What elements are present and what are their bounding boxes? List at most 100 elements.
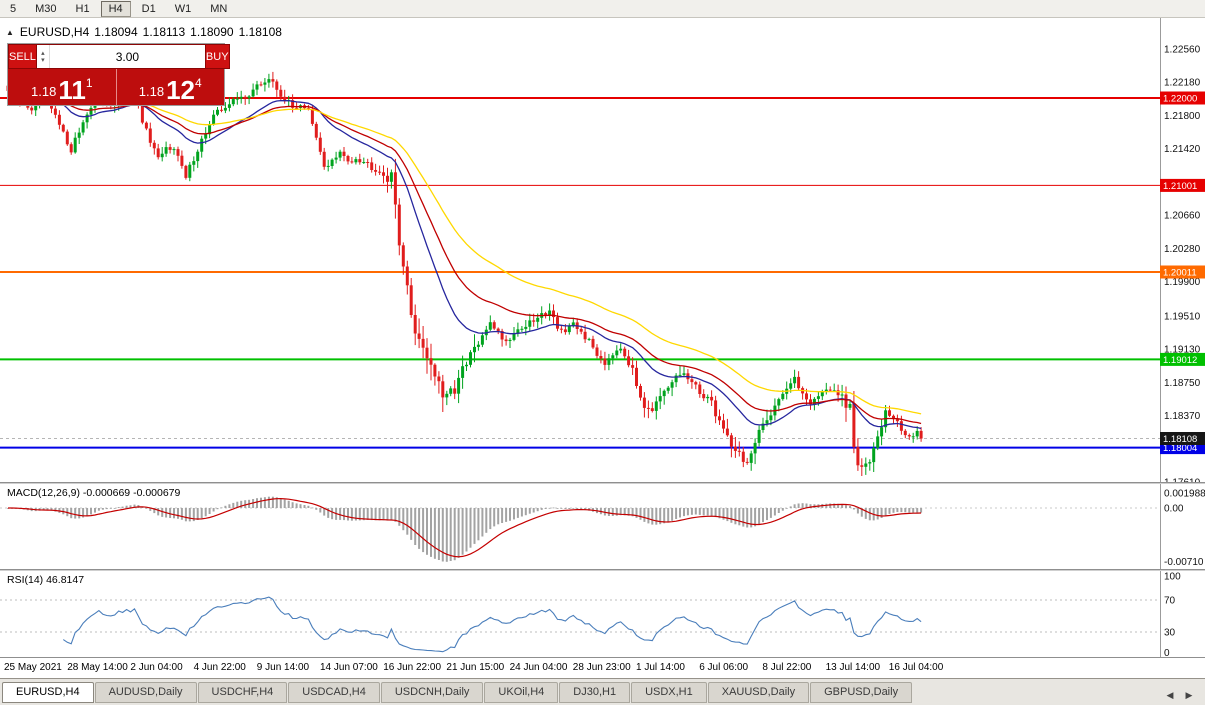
ma-mid-line [7, 90, 922, 425]
tab-xauusd-daily[interactable]: XAUUSD,Daily [707, 682, 810, 703]
tab-scroll-left-icon[interactable]: ◀ [1166, 689, 1174, 700]
tab-ukoil-h4[interactable]: UKOil,H4 [484, 682, 559, 703]
sell-button[interactable]: SELL [8, 44, 37, 69]
tab-gbpusd-daily[interactable]: GBPUSD,Daily [810, 682, 913, 703]
time-axis-separator [0, 657, 1205, 658]
ohlc-high: 1.18113 [142, 25, 186, 39]
tab-usdx-h1[interactable]: USDX,H1 [631, 682, 707, 703]
tf-w1-button[interactable]: W1 [167, 1, 200, 17]
tf-m30-button[interactable]: M30 [27, 1, 64, 17]
tab-audusd-daily[interactable]: AUDUSD,Daily [94, 682, 197, 703]
svg-text:1.19900: 1.19900 [1164, 277, 1201, 288]
tf-h1-button[interactable]: H1 [68, 1, 98, 17]
horizontal-level-lines [0, 97, 1160, 449]
svg-text:1.19012: 1.19012 [1163, 355, 1197, 366]
svg-text:1.21001: 1.21001 [1163, 181, 1197, 192]
ask-big-figure: 1.18 [138, 84, 165, 99]
volume-down-icon[interactable]: ▾ [41, 56, 45, 64]
tab-eurusd-h4[interactable]: EURUSD,H4 [2, 682, 94, 703]
time-axis-label: 14 Jun 07:00 [320, 662, 378, 673]
svg-text:1.20660: 1.20660 [1164, 211, 1201, 222]
svg-text:30: 30 [1164, 628, 1176, 639]
svg-text:1.21420: 1.21420 [1164, 144, 1201, 155]
volume-input[interactable] [49, 45, 205, 68]
tf-m5-button[interactable]: 5 [2, 1, 24, 17]
price-badge [1160, 265, 1205, 279]
time-axis-label: 21 Jun 15:00 [446, 662, 505, 673]
time-axis-label: 1 Jul 14:00 [636, 662, 685, 673]
ohlc-low: 1.18090 [190, 25, 234, 39]
main-price-chart[interactable]: 1.22560 1.22180 1.21800 1.21420 1.20660 1.202… [0, 18, 1205, 482]
svg-text:1.21800: 1.21800 [1164, 111, 1201, 122]
svg-text:1.17610: 1.17610 [1164, 478, 1201, 482]
tf-h4-button[interactable]: H4 [100, 0, 131, 17]
svg-text:1.18370: 1.18370 [1164, 411, 1201, 422]
svg-text:0.001988: 0.001988 [1164, 488, 1205, 499]
time-axis-label: 13 Jul 14:00 [825, 662, 881, 673]
chart-symbol-period: EURUSD,H4 [19, 25, 90, 39]
svg-text:70: 70 [1164, 596, 1176, 607]
time-axis-label: 25 May 2021 [4, 662, 62, 673]
chart-tab-bar: EURUSD,H4 AUDUSD,Daily USDCHF,H4 USDCAD,… [0, 678, 1205, 705]
buy-button[interactable]: BUY [204, 44, 230, 69]
ask-pips: 12 [166, 75, 196, 105]
rsi-label: RSI(14) 46.8147 [5, 574, 87, 586]
ohlc-open: 1.18094 [94, 25, 138, 39]
tab-usdcad-h4[interactable]: USDCAD,H4 [288, 682, 380, 703]
rsi-indicator-chart[interactable]: 100 70 30 0 [0, 571, 1205, 657]
chart-ohlc-header: ▲ EURUSD,H4 1.18094 1.18113 1.18090 1.18… [6, 25, 282, 39]
macd-indicator-chart[interactable]: 0.001988 0.00 -0.00710 [0, 484, 1205, 569]
rsi-panel-splitter[interactable] [0, 569, 1205, 571]
time-axis-label: 24 Jun 04:00 [509, 662, 568, 673]
ohlc-close: 1.18108 [238, 25, 282, 39]
ask-point: 4 [195, 76, 202, 90]
ma-slow-line [7, 90, 922, 415]
bid-price-display[interactable]: 1.18 11 1 [8, 69, 117, 105]
time-axis-label: 28 May 14:00 [67, 662, 128, 673]
tab-usdchf-h4[interactable]: USDCHF,H4 [197, 682, 288, 703]
volume-spinner: ▴ ▾ [36, 44, 205, 69]
svg-text:1.22000: 1.22000 [1163, 93, 1197, 104]
price-badge [1160, 178, 1205, 192]
timeframe-toolbar: 5 M30 H1 H4 D1 W1 MN [0, 0, 1205, 18]
chart-area[interactable]: 1.22560 1.22180 1.21800 1.21420 1.20660 1.202… [0, 18, 1205, 678]
tab-scroll-controls: ◀ ▶ [1162, 687, 1203, 703]
svg-text:1.20280: 1.20280 [1164, 244, 1201, 255]
time-axis-label: 6 Jul 06:00 [699, 662, 749, 673]
tf-mn-button[interactable]: MN [202, 1, 235, 17]
svg-text:1.18750: 1.18750 [1164, 378, 1201, 389]
moving-averages [7, 90, 922, 430]
svg-text:0.00: 0.00 [1164, 504, 1184, 515]
svg-text:1.19510: 1.19510 [1164, 311, 1201, 322]
svg-text:1.18004: 1.18004 [1163, 443, 1197, 454]
svg-text:-0.00710: -0.00710 [1164, 557, 1204, 568]
macd-panel-splitter[interactable] [0, 482, 1205, 484]
volume-up-icon[interactable]: ▴ [41, 49, 45, 57]
macd-signal-line [8, 497, 922, 558]
bid-pips: 11 [58, 75, 86, 105]
price-badge [1160, 352, 1205, 366]
ma-fast-line [7, 90, 922, 430]
collapse-one-click-icon[interactable]: ▲ [6, 27, 14, 37]
price-badge [1160, 432, 1205, 445]
tab-scroll-right-icon[interactable]: ▶ [1185, 689, 1193, 700]
tab-dj30-h1[interactable]: DJ30,H1 [559, 682, 631, 703]
tab-usdcnh-daily[interactable]: USDCNH,Daily [380, 682, 484, 703]
ask-price-display[interactable]: 1.18 12 4 [116, 69, 224, 105]
bid-big-figure: 1.18 [31, 84, 57, 99]
time-axis-label: 16 Jun 22:00 [383, 662, 442, 673]
price-badge [1160, 91, 1205, 105]
svg-text:1.20011: 1.20011 [1163, 267, 1197, 278]
svg-text:1.18108: 1.18108 [1163, 434, 1197, 445]
time-axis-label: 2 Jun 04:00 [130, 662, 183, 673]
time-axis-label: 16 Jul 04:00 [888, 662, 944, 673]
svg-text:0: 0 [1164, 648, 1170, 657]
tf-d1-button[interactable]: D1 [134, 1, 164, 17]
time-axis[interactable]: 25 May 2021 28 May 14:00 2 Jun 04:00 4 Jun … [0, 658, 1205, 678]
svg-text:1.22180: 1.22180 [1164, 78, 1201, 89]
bid-point: 1 [85, 76, 93, 90]
time-axis-label: 9 Jun 14:00 [256, 662, 310, 673]
macd-label: MACD(12,26,9) -0.000669 -0.000679 [5, 487, 183, 499]
time-axis-label: 28 Jun 23:00 [572, 662, 631, 673]
